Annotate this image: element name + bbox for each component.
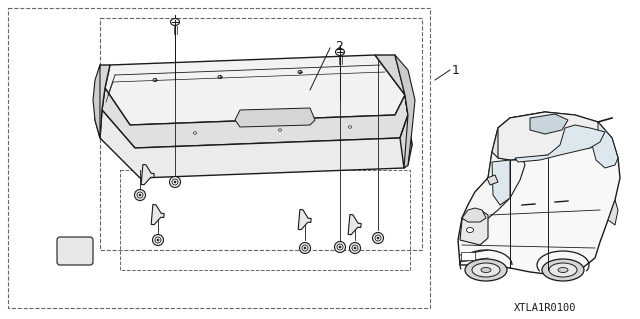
Polygon shape bbox=[460, 210, 488, 245]
Polygon shape bbox=[592, 122, 618, 168]
Ellipse shape bbox=[377, 237, 379, 239]
Ellipse shape bbox=[193, 132, 196, 134]
Ellipse shape bbox=[278, 129, 282, 131]
Polygon shape bbox=[348, 214, 361, 235]
Polygon shape bbox=[498, 112, 605, 160]
Ellipse shape bbox=[337, 244, 343, 250]
Polygon shape bbox=[235, 108, 315, 127]
Polygon shape bbox=[395, 55, 415, 168]
Ellipse shape bbox=[558, 268, 568, 272]
Ellipse shape bbox=[375, 235, 381, 241]
Text: 1: 1 bbox=[452, 63, 460, 77]
Ellipse shape bbox=[339, 246, 341, 248]
Polygon shape bbox=[608, 200, 618, 225]
Polygon shape bbox=[105, 55, 405, 125]
Ellipse shape bbox=[372, 233, 383, 243]
Polygon shape bbox=[530, 114, 568, 134]
Ellipse shape bbox=[335, 241, 346, 253]
Ellipse shape bbox=[174, 181, 176, 183]
Ellipse shape bbox=[335, 48, 344, 56]
Ellipse shape bbox=[155, 237, 161, 243]
Polygon shape bbox=[95, 65, 110, 138]
Polygon shape bbox=[93, 65, 100, 138]
Ellipse shape bbox=[542, 259, 584, 281]
Polygon shape bbox=[298, 210, 311, 230]
Ellipse shape bbox=[549, 263, 577, 277]
Ellipse shape bbox=[300, 242, 310, 254]
Ellipse shape bbox=[349, 242, 360, 254]
Ellipse shape bbox=[152, 234, 163, 246]
Ellipse shape bbox=[354, 247, 356, 249]
Polygon shape bbox=[375, 55, 412, 168]
Polygon shape bbox=[462, 150, 525, 220]
Ellipse shape bbox=[304, 247, 306, 249]
Polygon shape bbox=[100, 110, 412, 178]
Polygon shape bbox=[492, 112, 565, 160]
Ellipse shape bbox=[157, 239, 159, 241]
Text: 2: 2 bbox=[335, 40, 343, 53]
Polygon shape bbox=[462, 208, 486, 222]
Polygon shape bbox=[515, 125, 605, 162]
Polygon shape bbox=[102, 88, 408, 148]
Polygon shape bbox=[458, 112, 620, 275]
FancyBboxPatch shape bbox=[461, 252, 475, 260]
Ellipse shape bbox=[481, 268, 491, 272]
Ellipse shape bbox=[467, 227, 474, 233]
Polygon shape bbox=[492, 160, 510, 205]
Ellipse shape bbox=[172, 179, 178, 185]
Ellipse shape bbox=[170, 176, 180, 188]
Ellipse shape bbox=[139, 194, 141, 196]
Ellipse shape bbox=[170, 19, 179, 26]
Polygon shape bbox=[151, 204, 164, 225]
Ellipse shape bbox=[137, 192, 143, 198]
Text: XTLA1R0100: XTLA1R0100 bbox=[514, 303, 576, 313]
Ellipse shape bbox=[134, 189, 145, 201]
Ellipse shape bbox=[349, 126, 351, 128]
Ellipse shape bbox=[465, 259, 507, 281]
Ellipse shape bbox=[302, 245, 308, 251]
Ellipse shape bbox=[298, 70, 302, 73]
Ellipse shape bbox=[352, 245, 358, 251]
Ellipse shape bbox=[472, 263, 500, 277]
FancyBboxPatch shape bbox=[57, 237, 93, 265]
Ellipse shape bbox=[153, 78, 157, 81]
Polygon shape bbox=[141, 165, 154, 185]
Polygon shape bbox=[487, 175, 498, 185]
Ellipse shape bbox=[218, 76, 222, 78]
